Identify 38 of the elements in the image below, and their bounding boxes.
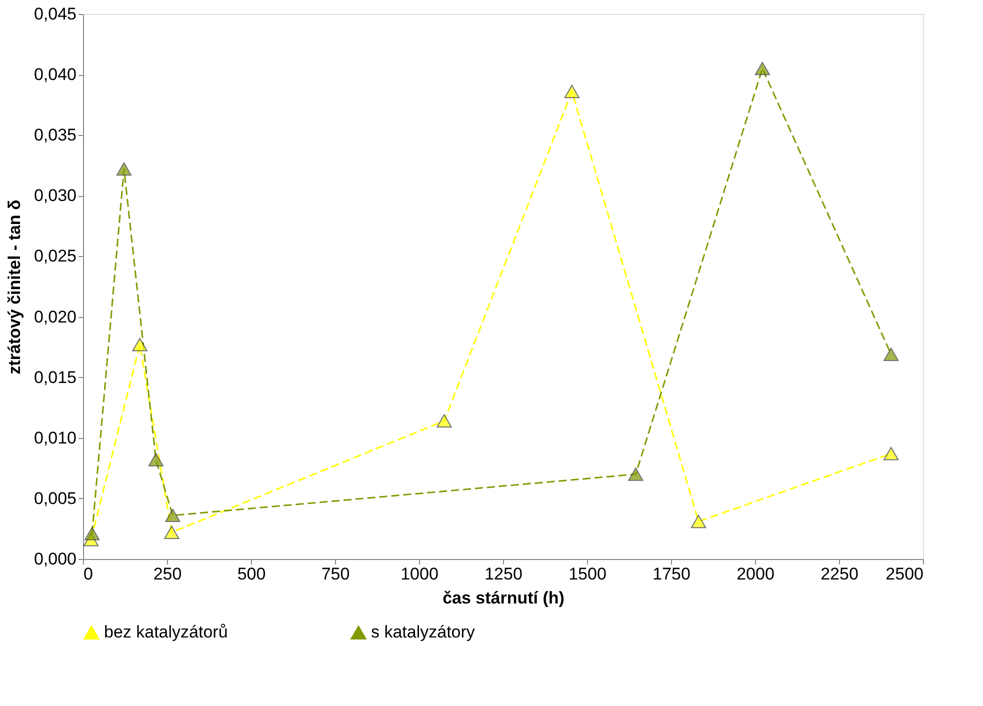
y-tick-label: 0,030: [34, 186, 76, 206]
x-tick-label: 2250: [820, 564, 858, 584]
x-tick-label: 2000: [736, 564, 774, 584]
x-tick-label: 1750: [652, 564, 690, 584]
point: [884, 447, 899, 460]
x-tick-label: 500: [237, 564, 266, 584]
x-axis-title: čas stárnutí (h): [442, 588, 564, 608]
x-tick-label: 1500: [568, 564, 606, 584]
y-tick-label: 0,020: [34, 307, 76, 326]
y-tick-label: 0,010: [34, 428, 76, 448]
point: [148, 453, 164, 466]
x-tick-label: 0: [84, 564, 93, 584]
legend-label: bez katalyzátorů: [104, 622, 228, 642]
y-tick-label: 0,035: [34, 126, 76, 145]
point: [884, 348, 899, 361]
point: [116, 162, 132, 176]
point: [564, 84, 580, 98]
y-tick-label: 0,005: [34, 488, 76, 508]
point: [754, 62, 770, 76]
point: [164, 526, 180, 539]
y-tick-label: 0,045: [34, 4, 76, 24]
point: [690, 514, 706, 528]
point: [132, 338, 148, 352]
point: [165, 508, 180, 522]
point: [628, 468, 644, 481]
point: [84, 526, 100, 540]
x-tick-label: 1000: [400, 564, 438, 584]
y-tick-label: 0,040: [34, 65, 76, 84]
point: [436, 414, 452, 428]
x-tick-label: 2500: [886, 564, 924, 584]
x-tick-label: 1250: [484, 564, 522, 584]
legend-label: s katalyzátory: [371, 622, 476, 642]
y-tick-label: 0,015: [34, 368, 76, 387]
y-tick-label: 0,000: [34, 550, 76, 568]
y-axis-title: ztrátový činitel - tan δ: [4, 200, 24, 374]
x-tick-label: 750: [321, 564, 350, 584]
y-tick-label: 0,025: [34, 246, 76, 266]
x-tick-label: 250: [153, 564, 182, 584]
